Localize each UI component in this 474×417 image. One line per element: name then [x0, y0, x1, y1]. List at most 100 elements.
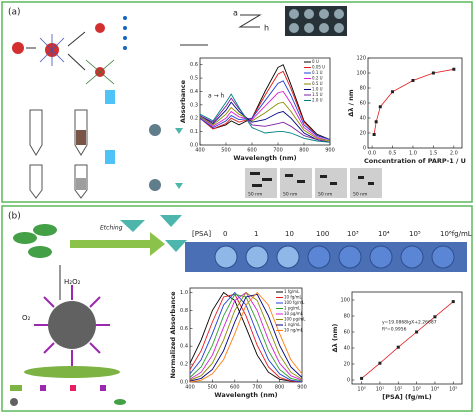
x-tick-label: 10³ [412, 387, 420, 393]
scale-bar: 50 nm [318, 192, 332, 198]
x-axis-label: Wavelength (nm) [233, 154, 296, 162]
plot-frame [199, 57, 331, 146]
scale-bar: 50 nm [353, 192, 367, 198]
y-tick-label: 1.0 [180, 290, 188, 296]
tem-images [245, 168, 382, 198]
psa-label: 1 [254, 230, 258, 238]
y-axis-label: Δλ / nm [347, 89, 355, 117]
x-tick-label: 600 [230, 385, 240, 391]
annotation: y=19.0868lgX+2.26687 [382, 320, 437, 326]
legend-label: 10 fg/mL [284, 295, 303, 300]
schematic-a [12, 6, 347, 199]
y-tick-label: 0.2 [180, 362, 188, 368]
y-tick-label: 0.6 [190, 62, 198, 68]
y-axis-label: Δλ (nm) [331, 324, 339, 353]
legend-label: 10 pg/mL [284, 311, 304, 316]
psa-label: 100 [316, 230, 329, 238]
y-tick-label: 0.5 [190, 76, 198, 82]
legend-label: 0 U [312, 59, 319, 64]
well [369, 245, 393, 269]
data-point [396, 345, 400, 349]
plot-frame [189, 287, 303, 383]
x-tick-label: 1.5 [429, 151, 437, 157]
psa-label: 10⁴ [378, 230, 390, 238]
y-tick-label: 0.2 [190, 116, 198, 122]
reagent-label: H₂O₂ [64, 278, 81, 286]
x-axis-label: [PSA] (fg/mL) [382, 393, 431, 401]
data-line [189, 291, 303, 383]
y-tick-label: 80 [360, 86, 366, 92]
plot-frame [367, 57, 463, 149]
y-tick-label: 0.0 [180, 380, 188, 386]
y-tick-label: 20 [360, 131, 366, 137]
annotation: R²=0.9956 [382, 327, 407, 333]
psa-label: 10⁶fg/mL [440, 230, 472, 238]
panel-b-border [1, 205, 473, 412]
data-line [199, 97, 331, 143]
x-tick-label: 500 [208, 385, 218, 391]
well [307, 245, 331, 269]
y-tick-label: 0.3 [190, 102, 198, 108]
y-tick-label: 0.1 [190, 129, 198, 135]
well [245, 245, 269, 269]
data-line [189, 291, 303, 381]
x-tick-label: 900 [297, 385, 307, 391]
data-line [199, 64, 331, 141]
y-tick-label: 120 [356, 56, 366, 62]
arrow-label: h [264, 24, 269, 33]
x-tick-label: 900 [325, 148, 335, 154]
y-axis-label: Normalized Absorbance [169, 291, 177, 379]
x-tick-label: 10⁰ [357, 387, 365, 393]
x-tick-label: 2.0 [450, 151, 458, 157]
psa-label: 10 [285, 230, 294, 238]
legend-label: 10 ng/mL [284, 328, 304, 333]
scale-bar: 50 nm [248, 192, 262, 198]
psa-label: 10³ [347, 230, 359, 238]
x-tick-label: 800 [275, 385, 285, 391]
legend-label: 0.1 U [312, 70, 323, 75]
legend-label: 1.0 U [312, 87, 323, 92]
x-tick-label: 10⁵ [449, 387, 457, 393]
y-tick-label: 0.6 [180, 326, 188, 332]
x-tick-label: 0.0 [368, 151, 376, 157]
y-tick-label: 0.8 [180, 308, 188, 314]
y-axis-label: Absorbance [179, 79, 187, 123]
legend-label: 0.05 U [312, 65, 325, 70]
legend-label: 1 fg/mL [284, 289, 300, 294]
legend-label: 1 pg/mL [284, 306, 301, 311]
annotation: a → h [208, 93, 225, 100]
legend-label: 0.5 U [312, 81, 323, 86]
y-tick-label: 40 [344, 346, 350, 352]
arrow-label: a [233, 9, 238, 18]
well [276, 245, 300, 269]
x-tick-label: 700 [252, 385, 262, 391]
well [431, 245, 455, 269]
data-line [199, 90, 331, 142]
data-line [361, 301, 454, 379]
data-line [189, 293, 303, 383]
reagent-label: O₂ [22, 314, 31, 322]
y-tick-label: 0 [363, 146, 366, 152]
data-line [199, 80, 331, 141]
legend-label: 100 pg/mL [284, 317, 306, 322]
x-tick-label: 10² [394, 387, 402, 393]
panel-label: (b) [8, 212, 21, 222]
x-axis-label: Concentration of PARP-1 / U [364, 157, 466, 165]
y-tick-label: 0.4 [180, 344, 188, 350]
step-label: Etching [100, 225, 123, 232]
x-tick-label: 600 [247, 148, 257, 154]
data-point [391, 90, 395, 94]
y-tick-label: 0.4 [190, 89, 198, 95]
y-tick-label: 60 [344, 330, 350, 336]
data-point [378, 361, 382, 365]
psa-label: 10⁵ [409, 230, 421, 238]
legend-label: 2.0 U [312, 98, 323, 103]
data-line [189, 293, 303, 382]
x-tick-label: 10¹ [376, 387, 384, 393]
data-point [431, 71, 435, 75]
y-tick-label: 100 [356, 71, 366, 77]
y-tick-label: 0 [347, 378, 350, 384]
data-line [189, 291, 303, 383]
x-axis-label: Wavelength (nm) [214, 391, 277, 399]
data-point [433, 315, 437, 319]
